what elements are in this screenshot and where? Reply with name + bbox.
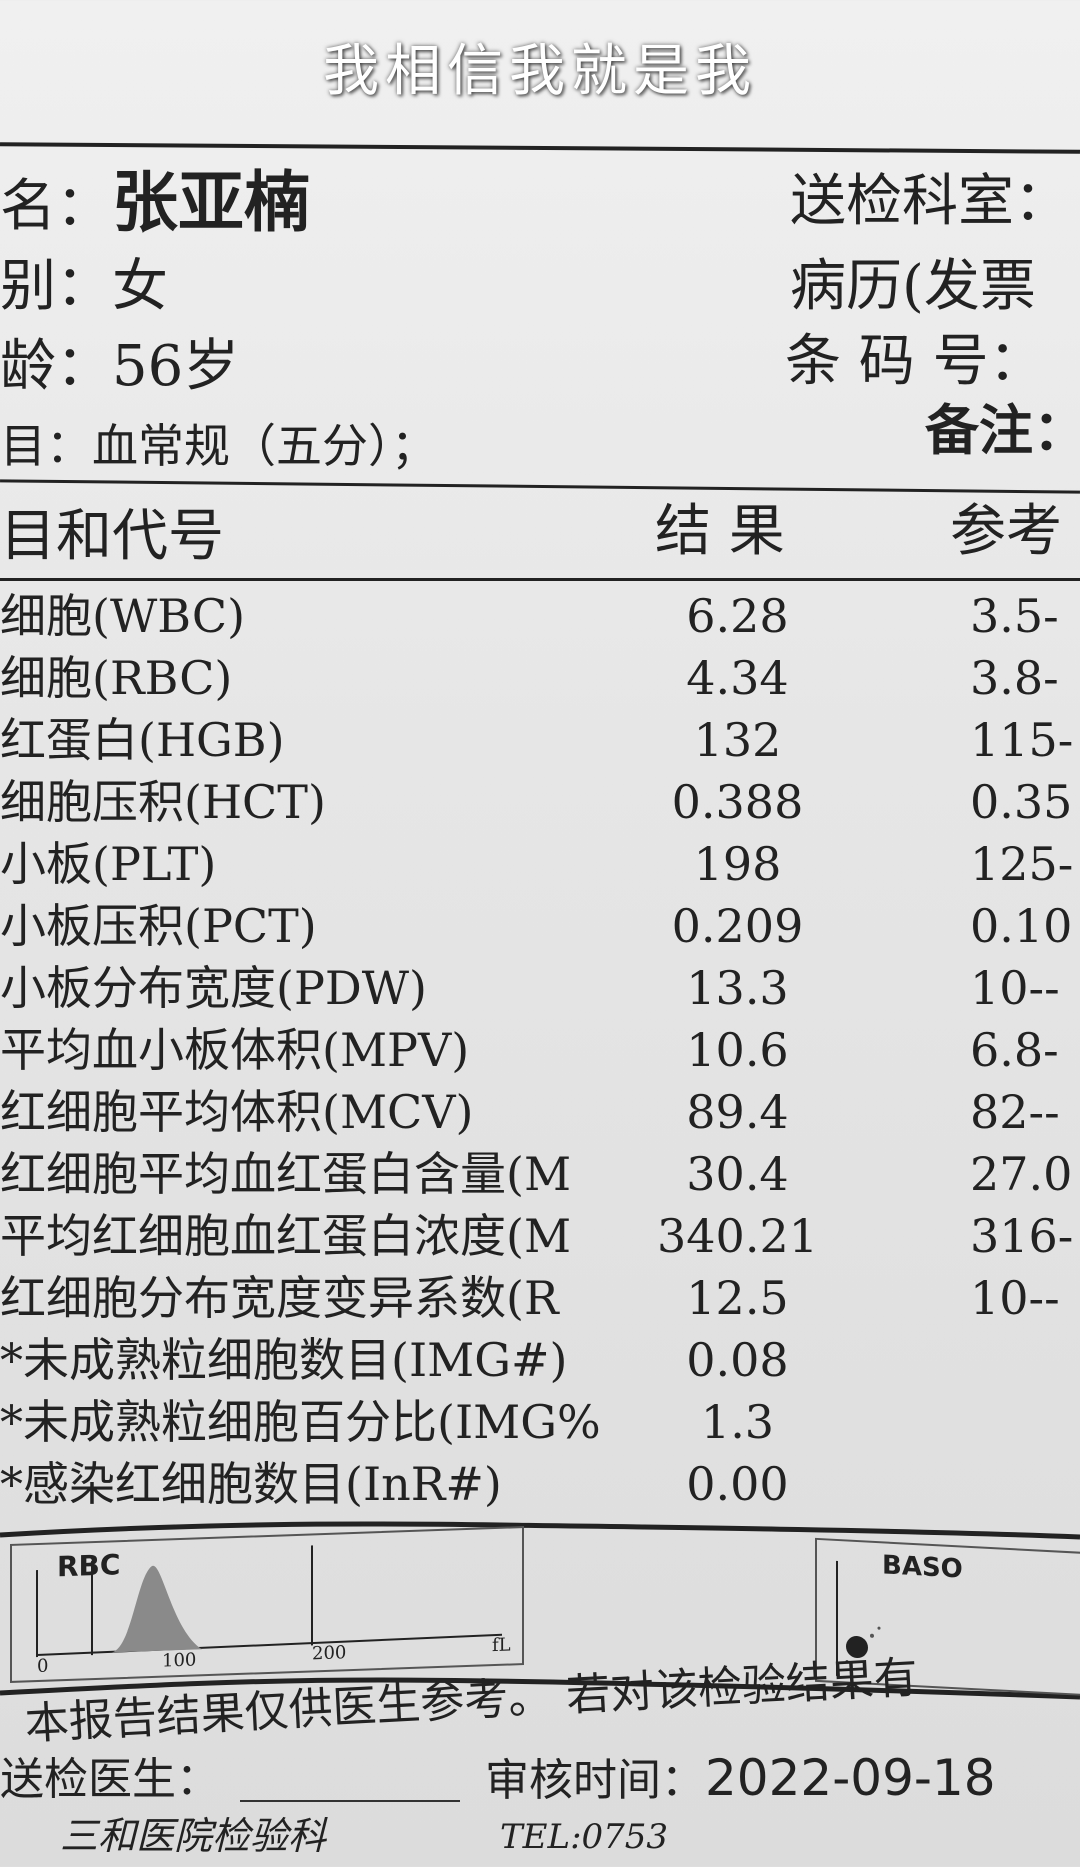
table-row: 小板压积(PCT) 0.209 0.10 xyxy=(0,900,1080,962)
table-row: *未成熟粒细胞百分比(IMG% 1.3 xyxy=(0,1396,1080,1458)
rbc-tick: 0 xyxy=(37,1655,49,1678)
sex-field: 别：女 xyxy=(0,254,168,319)
test-name: *未成熟粒细胞数目(IMG#) xyxy=(0,1333,568,1387)
table-row: 细胞压积(HCT) 0.388 0.35 xyxy=(0,776,1080,838)
reference-range: 316- xyxy=(970,1209,1074,1263)
review-field: 审核时间：2022-09-18 xyxy=(485,1749,996,1808)
test-result: 0.209 xyxy=(671,899,804,953)
note-label: 备注： xyxy=(925,399,1080,462)
doctor-signature-line xyxy=(240,1800,460,1802)
baso-scatter: BASO xyxy=(815,1537,1080,1697)
dept-label: 送检科室： xyxy=(790,169,1070,234)
age-field: 龄：56岁 xyxy=(0,334,240,399)
header-bottom-divider xyxy=(0,578,1080,581)
test-name: 红细胞平均血红蛋白含量(M xyxy=(0,1147,572,1201)
test-result: 10.6 xyxy=(686,1023,789,1077)
table-row: 红细胞平均血红蛋白含量(M 30.4 27.0 xyxy=(0,1148,1080,1210)
barcode-label: 条 码 号： xyxy=(785,329,1045,394)
baso-scatter-plot xyxy=(836,1560,881,1677)
reference-range: 0.35 xyxy=(970,775,1073,829)
reference-range: 82-- xyxy=(970,1085,1060,1139)
item-label: 目： xyxy=(0,419,92,473)
name-label: 名： xyxy=(0,174,112,239)
table-row: *感染红细胞数目(InR#) 0.00 xyxy=(0,1458,1080,1520)
test-result: 13.3 xyxy=(686,961,789,1015)
test-result: 132 xyxy=(693,713,782,767)
lab-phone: TEL:0753 xyxy=(500,1817,669,1857)
chart-band-borders xyxy=(0,1521,1080,1700)
item-field: 目：血常规（五分）； xyxy=(0,420,437,473)
reference-range: 10-- xyxy=(970,1271,1060,1325)
test-name: 红细胞平均体积(MCV) xyxy=(0,1085,474,1139)
reference-range: 115- xyxy=(970,713,1074,767)
test-result: 198 xyxy=(693,837,782,891)
rbc-tick: fL xyxy=(492,1634,511,1657)
test-name: 平均血小板体积(MPV) xyxy=(0,1023,470,1077)
video-subtitle: 我相信我就是我 xyxy=(323,39,757,104)
reference-range: 125- xyxy=(970,837,1074,891)
reference-range: 3.8- xyxy=(970,651,1059,705)
table-row: 细胞(WBC) 6.28 3.5- xyxy=(0,590,1080,652)
test-result: 1.3 xyxy=(700,1395,775,1449)
review-label: 审核时间： xyxy=(485,1755,705,1806)
column-header-result: 结 果 xyxy=(655,499,785,564)
test-name: 细胞压积(HCT) xyxy=(0,775,326,829)
name-field: 名：张亚楠 xyxy=(0,165,310,241)
review-date: 2022-09-18 xyxy=(705,1749,996,1807)
test-name: 红蛋白(HGB) xyxy=(0,713,285,767)
reference-range: 3.5- xyxy=(970,589,1059,643)
test-result: 0.00 xyxy=(686,1457,789,1511)
test-result: 30.4 xyxy=(686,1147,789,1201)
test-result: 12.5 xyxy=(686,1271,789,1325)
table-row: 小板分布宽度(PDW) 13.3 10-- xyxy=(0,962,1080,1024)
rbc-histogram: RBC 0 100 200 fL xyxy=(10,1526,524,1683)
patient-sex: 女 xyxy=(112,254,168,319)
test-name: 细胞(RBC) xyxy=(0,651,233,705)
doctor-label: 送检医生： xyxy=(0,1754,220,1805)
table-row: 细胞(RBC) 4.34 3.8- xyxy=(0,652,1080,714)
record-label: 病历(发票 xyxy=(790,254,1036,319)
test-name: *未成熟粒细胞百分比(IMG% xyxy=(0,1395,601,1449)
column-header-reference: 参考 xyxy=(950,499,1062,564)
test-name: 小板分布宽度(PDW) xyxy=(0,961,428,1015)
table-row: 平均红细胞血红蛋白浓度(M 340.21 316- xyxy=(0,1210,1080,1272)
patient-name: 张亚楠 xyxy=(112,164,310,241)
test-result: 6.28 xyxy=(686,589,789,643)
table-row: 红蛋白(HGB) 132 115- xyxy=(0,714,1080,776)
table-row: 小板(PLT) 198 125- xyxy=(0,838,1080,900)
test-item: 血常规（五分）； xyxy=(92,419,437,473)
rbc-tick: 100 xyxy=(162,1649,197,1672)
rbc-tick: 200 xyxy=(312,1642,347,1665)
reference-range: 27.0 xyxy=(970,1147,1073,1201)
table-row: 红细胞平均体积(MCV) 89.4 82-- xyxy=(0,1086,1080,1148)
reference-range: 0.10 xyxy=(970,899,1073,953)
test-name: 细胞(WBC) xyxy=(0,589,246,643)
reference-range: 10-- xyxy=(970,961,1060,1015)
reference-range: 6.8- xyxy=(970,1023,1059,1077)
test-name: 平均红细胞血红蛋白浓度(M xyxy=(0,1209,572,1263)
test-result: 89.4 xyxy=(686,1085,789,1139)
age-label: 龄： xyxy=(0,334,112,399)
column-header-item: 目和代号 xyxy=(0,504,224,569)
rbc-histogram-plot xyxy=(36,1545,503,1658)
test-result: 0.388 xyxy=(671,775,804,829)
test-name: *感染红细胞数目(InR#) xyxy=(0,1457,502,1511)
table-row: *未成熟粒细胞数目(IMG#) 0.08 xyxy=(0,1334,1080,1396)
test-name: 小板(PLT) xyxy=(0,837,217,891)
table-row: 红细胞分布宽度变异系数(R 12.5 10-- xyxy=(0,1272,1080,1334)
top-divider xyxy=(0,142,1080,154)
test-result: 0.08 xyxy=(686,1333,789,1387)
test-result: 4.34 xyxy=(686,651,789,705)
test-name: 小板压积(PCT) xyxy=(0,899,317,953)
lab-name: 三和医院检验科 xyxy=(60,1814,327,1858)
table-row: 平均血小板体积(MPV) 10.6 6.8- xyxy=(0,1024,1080,1086)
sex-label: 别： xyxy=(0,254,112,319)
header-top-divider xyxy=(0,479,1080,494)
test-name: 红细胞分布宽度变异系数(R xyxy=(0,1271,559,1325)
patient-age: 56岁 xyxy=(112,334,240,399)
test-result: 340.21 xyxy=(657,1209,818,1263)
